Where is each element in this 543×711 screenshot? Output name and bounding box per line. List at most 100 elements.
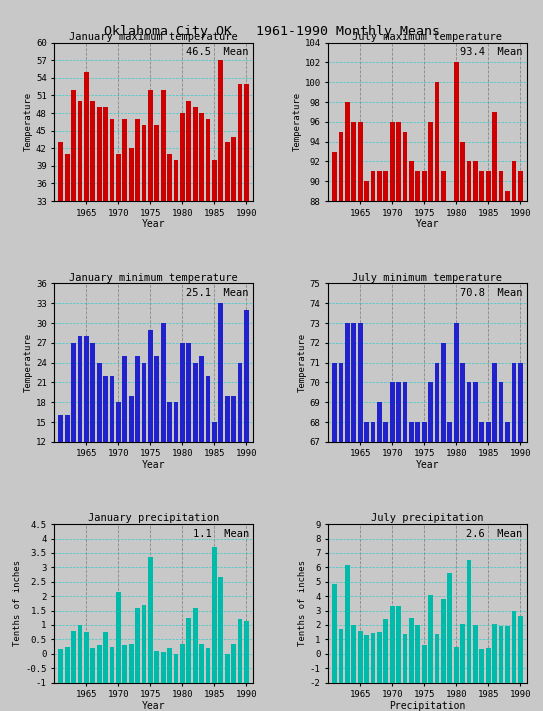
Bar [97, 107, 102, 201]
Bar [441, 343, 446, 442]
Y-axis label: Temperature: Temperature [293, 92, 302, 151]
Bar [454, 323, 459, 442]
Bar [212, 422, 217, 442]
Bar [409, 618, 414, 683]
Bar [238, 363, 242, 442]
Bar [244, 310, 249, 442]
Bar [199, 643, 204, 683]
Bar [167, 154, 172, 201]
Bar [218, 577, 223, 683]
Bar [199, 356, 204, 442]
Y-axis label: Temperature: Temperature [298, 333, 307, 392]
Bar [377, 632, 382, 683]
Bar [358, 631, 363, 683]
Bar [199, 113, 204, 201]
Bar [479, 648, 484, 683]
Bar [466, 560, 471, 683]
Bar [71, 90, 76, 201]
Bar [103, 376, 108, 442]
Bar [154, 125, 159, 201]
Bar [212, 160, 217, 201]
Bar [466, 383, 471, 442]
Bar [364, 422, 369, 442]
Bar [434, 363, 439, 442]
Bar [142, 125, 147, 201]
Title: January minimum temperature: January minimum temperature [69, 272, 238, 283]
Text: 70.8  Mean: 70.8 Mean [460, 288, 523, 298]
Bar [193, 107, 198, 201]
Bar [180, 643, 185, 683]
Bar [122, 119, 127, 201]
Bar [231, 395, 236, 442]
Bar [518, 171, 523, 201]
Bar [434, 634, 439, 683]
Bar [518, 363, 523, 442]
Text: Oklahoma City OK   1961-1990 Monthly Means: Oklahoma City OK 1961-1990 Monthly Means [104, 25, 439, 38]
Bar [377, 171, 382, 201]
Bar [434, 82, 439, 201]
Bar [493, 624, 497, 683]
Bar [193, 608, 198, 683]
Bar [396, 606, 401, 683]
Bar [65, 646, 70, 683]
Bar [428, 594, 433, 683]
Bar [422, 645, 427, 683]
X-axis label: Year: Year [416, 460, 439, 470]
Bar [403, 383, 407, 442]
X-axis label: Year: Year [416, 219, 439, 229]
Bar [473, 625, 478, 683]
Bar [339, 132, 343, 201]
Bar [454, 646, 459, 683]
Title: July maximum temperature: July maximum temperature [352, 32, 502, 42]
Bar [142, 363, 147, 442]
Bar [479, 171, 484, 201]
Bar [403, 132, 407, 201]
Y-axis label: Tenths of inches: Tenths of inches [298, 560, 307, 646]
Bar [161, 323, 166, 442]
Bar [415, 171, 420, 201]
Bar [116, 402, 121, 442]
Bar [403, 634, 407, 683]
Bar [377, 402, 382, 442]
Bar [512, 363, 516, 442]
Bar [116, 592, 121, 683]
Bar [180, 343, 185, 442]
Bar [78, 625, 83, 683]
Bar [396, 383, 401, 442]
Bar [473, 383, 478, 442]
Bar [486, 171, 491, 201]
Bar [186, 343, 191, 442]
Bar [129, 643, 134, 683]
Bar [161, 652, 166, 683]
Bar [218, 60, 223, 201]
Bar [129, 395, 134, 442]
Bar [383, 619, 388, 683]
Bar [65, 154, 70, 201]
Bar [518, 616, 523, 683]
Bar [97, 645, 102, 683]
Y-axis label: Temperature: Temperature [24, 333, 33, 392]
Text: 1.1  Mean: 1.1 Mean [193, 529, 249, 539]
Bar [78, 102, 83, 201]
Bar [231, 643, 236, 683]
Bar [71, 343, 76, 442]
Bar [174, 653, 178, 683]
Text: 93.4  Mean: 93.4 Mean [460, 48, 523, 58]
Bar [460, 624, 465, 683]
Bar [90, 102, 95, 201]
Bar [71, 631, 76, 683]
Bar [116, 154, 121, 201]
Bar [167, 648, 172, 683]
Bar [460, 363, 465, 442]
Bar [505, 422, 510, 442]
Bar [78, 336, 83, 442]
Bar [371, 422, 375, 442]
Bar [110, 376, 115, 442]
Bar [454, 63, 459, 201]
Bar [351, 625, 356, 683]
X-axis label: Precipitation: Precipitation [389, 700, 466, 710]
Bar [486, 422, 491, 442]
Bar [186, 102, 191, 201]
Bar [371, 171, 375, 201]
Bar [148, 90, 153, 201]
